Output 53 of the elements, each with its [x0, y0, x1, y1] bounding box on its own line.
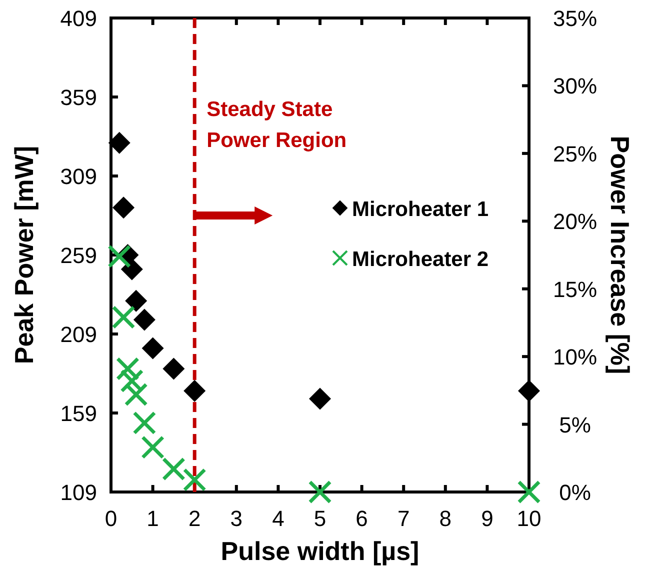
x-tick-label: 1	[146, 506, 159, 531]
y-tick-label: 359	[60, 85, 97, 110]
x-tick-label: 8	[439, 506, 452, 531]
x-tick-label: 3	[230, 506, 243, 531]
y-tick-label: 409	[60, 6, 97, 31]
point	[116, 357, 140, 381]
y2-tick-label: 10%	[552, 344, 598, 370]
point	[108, 132, 130, 154]
point	[112, 306, 136, 330]
x-tick-label: 4	[272, 506, 284, 531]
point	[142, 337, 164, 360]
y-tick-label: 109	[60, 480, 97, 505]
point	[132, 411, 156, 435]
y-tick-label: 309	[60, 164, 97, 189]
x-tick-label: 9	[481, 506, 494, 531]
legend-label: Microheater 1	[352, 198, 489, 221]
point	[124, 382, 148, 406]
point	[162, 457, 186, 481]
y-tick-label: 209	[60, 322, 97, 347]
y2-tick-label: 35%	[552, 6, 598, 31]
point	[112, 196, 135, 219]
y2-tick-label: 0%	[559, 480, 591, 505]
y-axis-title: Peak Power [mW]	[9, 146, 39, 364]
point	[308, 480, 332, 504]
x-tick-label: 2	[188, 506, 201, 531]
y2-tick-label: 30%	[552, 74, 598, 99]
y-tick-label: 259	[60, 243, 97, 268]
y-tick-label: 159	[60, 401, 97, 426]
point	[182, 468, 206, 492]
x-tick-label: 6	[356, 506, 368, 531]
ref-line-label: Steady State Power Region	[206, 97, 348, 154]
point	[108, 244, 132, 268]
y2-tick-label: 25%	[552, 141, 598, 166]
y2-tick-label: 20%	[552, 209, 598, 234]
point	[162, 358, 185, 380]
point	[518, 380, 540, 402]
point	[125, 290, 148, 312]
x-axis-title: Pulse width [µs]	[220, 536, 420, 566]
x-tick-label: 0	[104, 506, 118, 531]
point	[309, 388, 331, 410]
x-tick-label: 5	[314, 506, 326, 531]
point	[517, 480, 541, 504]
point	[141, 436, 165, 460]
y2-tick-label: 15%	[552, 276, 598, 302]
legend-label: Microheater 2	[352, 248, 489, 271]
point	[120, 258, 143, 280]
point	[184, 380, 206, 402]
point	[133, 308, 156, 331]
y2-tick-label: 5%	[559, 412, 591, 438]
y2-axis-title: Power Increase [%]	[605, 136, 635, 374]
x-tick-label: 10	[516, 506, 542, 531]
x-tick-label: 7	[397, 506, 410, 531]
point	[120, 369, 144, 393]
